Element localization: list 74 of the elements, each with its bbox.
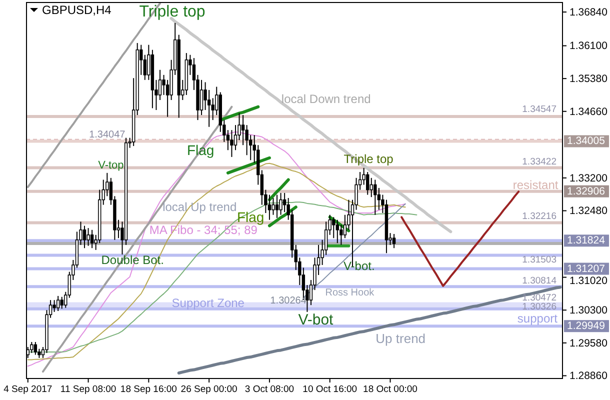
candlestick bbox=[336, 219, 340, 244]
candlestick bbox=[82, 225, 86, 249]
annotation: Support Zone bbox=[172, 296, 245, 310]
ref-line-label: 1.31824 bbox=[567, 234, 606, 247]
candlestick bbox=[275, 194, 279, 219]
x-tick-label: 4 Sep 2017 bbox=[4, 384, 52, 396]
candlestick bbox=[52, 300, 56, 312]
y-tick-label: 1.28860 bbox=[570, 370, 608, 382]
candlestick bbox=[374, 179, 377, 216]
candlestick bbox=[86, 228, 90, 246]
annotation: 1.31503 bbox=[522, 254, 556, 266]
y-tick-label: 1.32480 bbox=[570, 205, 608, 218]
x-tick-label: 11 Sep 08:00 bbox=[60, 384, 116, 396]
annotation: 1.34547 bbox=[522, 104, 556, 116]
candlestick bbox=[282, 192, 286, 213]
y-tick-label: 1.31020 bbox=[570, 275, 608, 288]
candlestick bbox=[279, 192, 282, 216]
annotation: 1.33422 bbox=[522, 156, 556, 168]
line-series bbox=[268, 206, 298, 228]
y-tick-label: 1.35380 bbox=[570, 72, 608, 85]
candlestick bbox=[392, 233, 396, 249]
y-tick-label: 1.29580 bbox=[570, 337, 608, 350]
candlestick bbox=[200, 79, 204, 116]
candlestick bbox=[377, 187, 381, 210]
annotation: 1.32216 bbox=[522, 211, 556, 222]
annotation: support bbox=[517, 312, 558, 326]
candlestick bbox=[56, 295, 60, 312]
ref-line-label: 1.29949 bbox=[567, 320, 606, 332]
annotation: Triple top bbox=[344, 152, 394, 166]
annotation: V-bot. bbox=[343, 258, 375, 273]
candlestick bbox=[60, 296, 64, 310]
candlestick bbox=[158, 69, 162, 100]
line-series bbox=[268, 178, 290, 202]
candlestick bbox=[366, 172, 370, 196]
candlestick bbox=[332, 216, 336, 239]
candlestick bbox=[340, 224, 343, 246]
annotation: 1.34047 bbox=[89, 130, 126, 141]
candlestick bbox=[230, 130, 234, 158]
chart-title: GBPUSD,H4 bbox=[42, 3, 112, 17]
ref-line-label: 1.32906 bbox=[567, 185, 606, 198]
candlestick bbox=[241, 114, 245, 146]
annotation: Flag bbox=[236, 209, 264, 226]
x-tick-label: 10 Oct 16:00 bbox=[302, 384, 358, 396]
annotation: 1.30814 bbox=[522, 275, 556, 286]
annotation: local Down trend bbox=[281, 92, 371, 106]
annotation: Triple top bbox=[139, 4, 206, 21]
x-tick-label: 18 Oct 00:00 bbox=[363, 384, 418, 396]
annotation: Up trend bbox=[376, 330, 426, 346]
ref-line-label: 1.31207 bbox=[567, 262, 606, 275]
annotation: V-bot bbox=[298, 312, 334, 329]
annotation: Flag bbox=[186, 142, 214, 158]
y-tick-label: 1.33200 bbox=[570, 172, 608, 184]
y-tick-label: 1.30300 bbox=[570, 304, 608, 316]
candlestick bbox=[268, 194, 272, 220]
annotation: 1.30326 bbox=[522, 301, 556, 312]
x-tick-label: 26 Sep 00:00 bbox=[180, 384, 238, 396]
annotation: V-top bbox=[98, 160, 124, 172]
annotation: Ross Hook bbox=[325, 287, 376, 298]
y-tick-label: 1.36840 bbox=[570, 6, 608, 18]
x-tick-label: 3 Oct 08:00 bbox=[244, 384, 294, 396]
line-series bbox=[400, 190, 520, 287]
ref-line-label: 1.34005 bbox=[567, 135, 606, 148]
candlestick bbox=[234, 124, 238, 151]
annotation: 1.30264 bbox=[270, 295, 307, 306]
annotation: resistant bbox=[512, 178, 559, 192]
candlestick bbox=[90, 229, 94, 249]
x-tick-label: 18 Sep 16:00 bbox=[120, 384, 177, 396]
y-tick-label: 1.36100 bbox=[570, 40, 608, 52]
y-tick-label: 1.34660 bbox=[570, 106, 608, 118]
candlestick bbox=[34, 341, 38, 356]
annotation: local Up trend bbox=[162, 200, 237, 214]
candlestick bbox=[272, 197, 275, 216]
candlestick bbox=[370, 177, 373, 198]
line-series bbox=[226, 156, 271, 174]
